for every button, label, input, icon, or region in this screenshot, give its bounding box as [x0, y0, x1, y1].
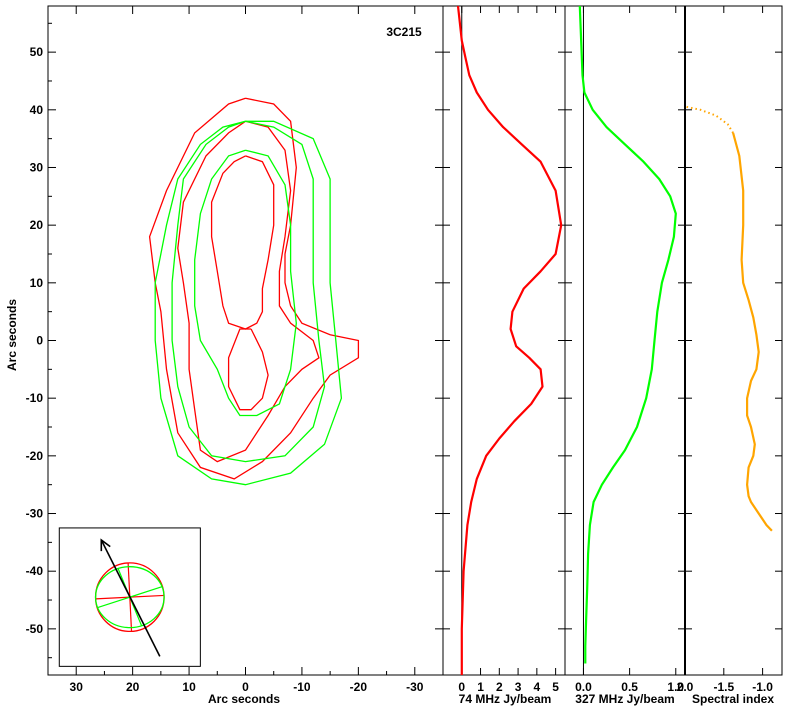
profile-x-tick-label: 5 [552, 680, 559, 694]
profile-x-tick-label: 1.0 [667, 680, 684, 694]
source-annotation: 3C215 [386, 25, 422, 39]
contour-y-axis-title: Arc seconds [5, 299, 19, 371]
contour-line-series0-level3 [227, 328, 269, 411]
profile-x-tick-label: -1.0 [752, 680, 773, 694]
profile-curve-3-0 [732, 132, 773, 532]
x-tick-label: 10 [182, 680, 196, 694]
y-tick-label: -40 [26, 564, 44, 578]
orientation-arrow-head [100, 538, 111, 552]
orientation-arrow-shaft [100, 539, 161, 657]
contour-line-series1-level1 [171, 120, 326, 463]
y-tick-label: -20 [26, 449, 44, 463]
profile-curve-dotted-3 [686, 105, 734, 134]
x-tick-label: 20 [126, 680, 140, 694]
y-tick-label: 30 [30, 160, 44, 174]
y-tick-label: 40 [30, 103, 44, 117]
profile-x-tick-label: 0.5 [621, 680, 638, 694]
profile-x-tick-label: 0.0 [575, 680, 592, 694]
x-tick-label: 0 [242, 680, 249, 694]
profile-x-tick-label: -1.5 [713, 680, 734, 694]
x-tick-label: -30 [406, 680, 424, 694]
y-tick-label: 20 [30, 218, 44, 232]
spectral-index-x-axis-title: Spectral index [692, 692, 774, 706]
y-tick-label: 50 [30, 45, 44, 59]
y-tick-label: 10 [30, 276, 44, 290]
profile-x-tick-label: 0 [458, 680, 465, 694]
y-tick-label: -30 [26, 507, 44, 521]
x-tick-label: 30 [70, 680, 84, 694]
contour-line-series1-level2 [194, 149, 297, 417]
profile-x-tick-label: 2 [496, 680, 503, 694]
flux74-x-axis-title: 74 MHz Jy/beam [459, 692, 552, 706]
profile-x-tick-label: 1 [477, 680, 484, 694]
y-tick-label: -50 [26, 622, 44, 636]
y-tick-label: -10 [26, 391, 44, 405]
beam-ellipse-1 [94, 566, 165, 629]
contour-line-series1-level0 [154, 120, 343, 486]
profile-curve-1-0 [456, 5, 563, 675]
x-tick-label: -10 [293, 680, 311, 694]
profile-x-tick-label: 2.0 [677, 680, 694, 694]
contour-x-axis-title: Arc seconds [208, 692, 280, 706]
profile-x-tick-label: 3 [515, 680, 522, 694]
profile-curve-2-0 [578, 5, 677, 664]
contour-line-series0-level0 [148, 97, 360, 480]
x-tick-label: -20 [350, 680, 368, 694]
contour-line-series0-level1 [177, 120, 320, 463]
flux327-x-axis-title: 327 MHz Jy/beam [575, 692, 674, 706]
profile-x-tick-label: 4 [534, 680, 541, 694]
y-tick-label: 0 [36, 334, 43, 348]
